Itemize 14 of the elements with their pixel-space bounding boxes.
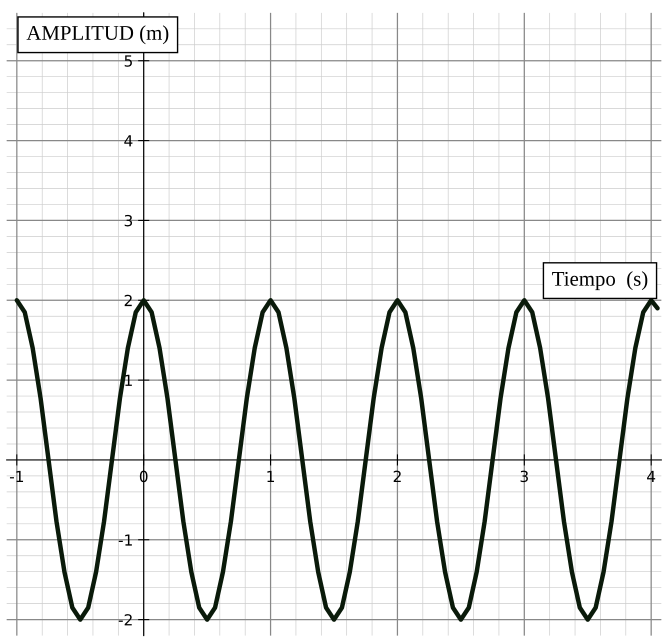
y-tick-label: 3 bbox=[124, 214, 132, 226]
y-tick-label: 4 bbox=[124, 135, 132, 146]
x-tick-label: 2 bbox=[394, 470, 401, 482]
y-tick-label: -2 bbox=[118, 614, 132, 626]
x-tick-label: 1 bbox=[267, 470, 274, 482]
y-tick-label: -1 bbox=[118, 534, 132, 546]
y-tick-label: 5 bbox=[124, 55, 132, 67]
x-axis-title: Tiempo (s) bbox=[552, 271, 648, 290]
x-tick-label: 4 bbox=[647, 470, 656, 482]
x-tick-label: -1 bbox=[10, 470, 24, 482]
y-tick-label: 1 bbox=[125, 374, 132, 386]
y-axis-title: AMPLITUD (m) bbox=[26, 25, 168, 44]
x-tick-label: 3 bbox=[520, 470, 528, 482]
y-tick-label: 2 bbox=[124, 294, 132, 306]
